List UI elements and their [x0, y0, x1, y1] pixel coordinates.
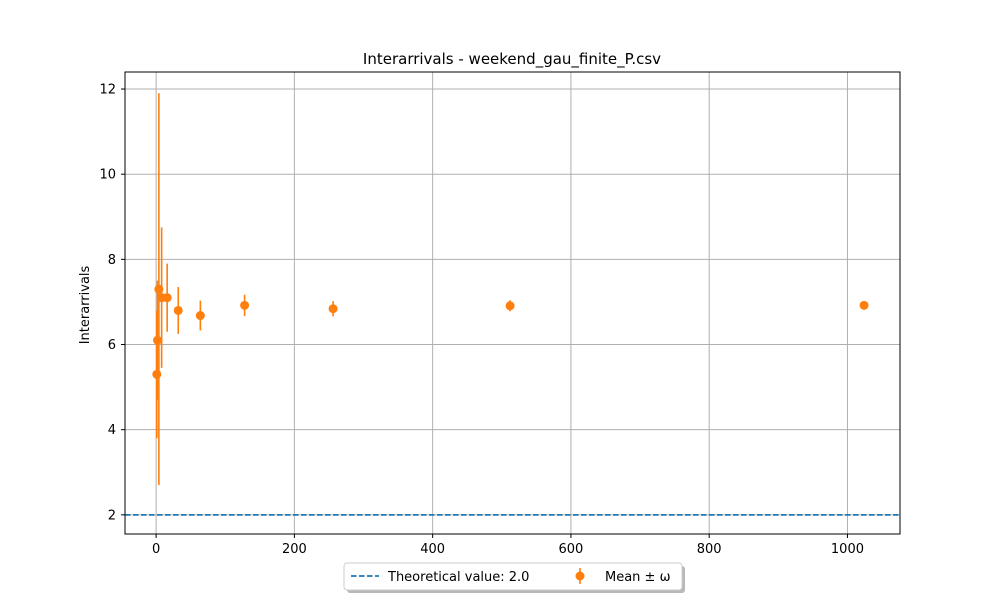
data-point — [152, 369, 162, 379]
data-point — [154, 284, 164, 294]
data-point — [173, 305, 183, 315]
x-tick-label: 0 — [152, 542, 160, 557]
y-tick-label: 8 — [108, 253, 116, 268]
chart-title: Interarrivals - weekend_gau_finite_P.csv — [363, 50, 661, 69]
data-point — [328, 304, 338, 314]
data-point — [859, 300, 869, 310]
legend-mean-swatch — [575, 568, 585, 584]
x-axis: 0 200 400 600 800 1000 — [152, 534, 864, 557]
x-tick-label: 1000 — [831, 542, 864, 557]
data-point — [240, 300, 250, 310]
data-point — [505, 301, 515, 311]
y-tick-label: 4 — [108, 423, 116, 438]
data-points-layer — [152, 93, 869, 486]
y-tick-label: 2 — [108, 508, 116, 523]
data-point — [162, 293, 172, 303]
plot-frame — [124, 71, 901, 535]
y-tick-label: 10 — [99, 168, 116, 183]
legend: Theoretical value: 2.0 Mean ± ω — [343, 562, 685, 593]
x-tick-label: 800 — [697, 542, 722, 557]
legend-theoretical-label: Theoretical value: 2.0 — [387, 570, 529, 585]
x-tick-label: 400 — [420, 542, 445, 557]
y-tick-label: 12 — [99, 83, 116, 98]
data-point — [195, 311, 205, 321]
y-axis-label: Interarrivals — [78, 265, 93, 344]
x-tick-label: 200 — [282, 542, 307, 557]
y-axis: 2 4 6 8 10 12 — [99, 83, 125, 523]
legend-mean-label: Mean ± ω — [605, 570, 670, 585]
data-point — [152, 335, 162, 345]
x-tick-label: 600 — [559, 542, 584, 557]
y-tick-label: 6 — [108, 338, 116, 353]
